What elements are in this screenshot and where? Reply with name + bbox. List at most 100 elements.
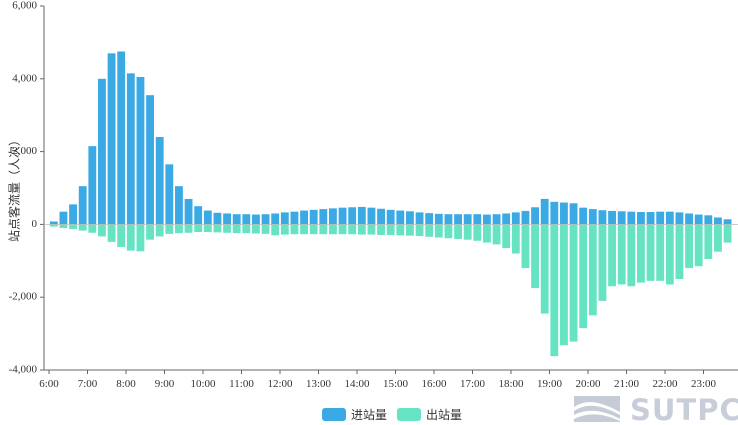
bar <box>511 224 520 254</box>
bar <box>656 211 665 225</box>
bar <box>165 164 174 225</box>
x-tick-label: 6:00 <box>39 378 59 390</box>
series-inbound <box>49 51 732 225</box>
bar <box>78 186 87 225</box>
bar <box>704 215 713 225</box>
bar <box>723 224 732 243</box>
bar <box>367 224 376 235</box>
x-tick-label: 19:00 <box>537 378 563 390</box>
bar <box>637 212 645 225</box>
bar <box>521 224 530 269</box>
bar <box>194 224 203 233</box>
bar <box>406 211 414 225</box>
bar <box>637 224 645 283</box>
bar <box>184 198 193 225</box>
bar <box>117 224 126 247</box>
bar <box>271 213 280 225</box>
bar <box>473 224 482 241</box>
bar <box>550 224 559 357</box>
x-ticks: 6:00 7:00 8:00 9:00 10:00 11:00 12:00 13:00 14:0… <box>39 370 717 390</box>
x-tick-label: 8:00 <box>116 378 136 390</box>
bar <box>511 212 520 225</box>
y-tick-label: 4,000 <box>12 72 37 84</box>
watermark-text: SUTPC <box>630 393 738 425</box>
bar <box>588 209 597 225</box>
bar <box>434 224 443 238</box>
x-tick-label: 14:00 <box>344 378 370 390</box>
bar <box>579 224 588 329</box>
bar <box>694 214 703 225</box>
bar <box>415 212 424 225</box>
bar <box>396 210 405 225</box>
bar <box>357 224 366 235</box>
bar <box>309 209 318 225</box>
bar <box>300 224 308 235</box>
bar <box>386 209 395 225</box>
x-tick-label: 16:00 <box>421 378 447 390</box>
bar <box>300 210 308 225</box>
x-tick-label: 17:00 <box>460 378 486 390</box>
bar <box>598 224 607 301</box>
bar <box>357 206 366 225</box>
bar <box>319 209 328 225</box>
bar <box>463 224 472 240</box>
bar <box>531 224 539 289</box>
bar <box>98 224 106 237</box>
bars-layer <box>49 51 732 357</box>
bar <box>646 224 655 281</box>
bar <box>290 211 299 225</box>
bar <box>569 203 578 225</box>
bar <box>252 224 260 234</box>
bar <box>165 224 174 234</box>
bar <box>136 224 145 252</box>
y-tick-label: 2,000 <box>12 145 37 157</box>
bar <box>232 214 241 225</box>
bar <box>377 224 385 235</box>
x-tick-label: 12:00 <box>267 378 293 390</box>
bar <box>126 224 135 251</box>
bar <box>280 212 289 225</box>
bar <box>521 210 530 225</box>
legend-swatch <box>322 408 346 421</box>
bar <box>540 224 549 314</box>
bar <box>98 78 106 225</box>
bar <box>540 198 549 225</box>
bar <box>646 212 655 225</box>
bar <box>396 224 405 236</box>
bar <box>694 224 703 267</box>
bar <box>107 53 116 225</box>
bar <box>107 224 116 242</box>
bar <box>492 214 501 225</box>
bar <box>242 214 251 225</box>
bar <box>608 210 616 225</box>
bar <box>223 213 231 225</box>
bar <box>560 202 568 225</box>
bar <box>252 214 260 225</box>
bar <box>348 224 357 235</box>
x-tick-label: 22:00 <box>652 378 678 390</box>
bar <box>59 224 68 229</box>
legend-swatch <box>397 408 421 421</box>
y-tick-label: 0 <box>32 218 38 230</box>
x-tick-label: 7:00 <box>78 378 98 390</box>
x-tick-label: 10:00 <box>190 378 216 390</box>
bar <box>483 224 491 243</box>
bar <box>146 224 154 240</box>
bar <box>714 224 722 252</box>
bar <box>569 224 578 342</box>
bar <box>434 213 443 225</box>
axes-layer <box>43 6 738 371</box>
bar <box>454 214 462 225</box>
watermark-logo-wave2-icon <box>574 410 620 421</box>
x-tick-label: 18:00 <box>498 378 524 390</box>
bar <box>675 224 684 279</box>
bar <box>223 224 231 233</box>
bar <box>155 137 164 225</box>
bar <box>329 224 337 235</box>
bar <box>444 224 453 239</box>
bar <box>723 219 732 225</box>
y-ticks: -4,000 -2,000 0 2,000 4,000 6,000 <box>9 0 44 376</box>
bar <box>665 224 674 285</box>
bar <box>627 211 636 225</box>
